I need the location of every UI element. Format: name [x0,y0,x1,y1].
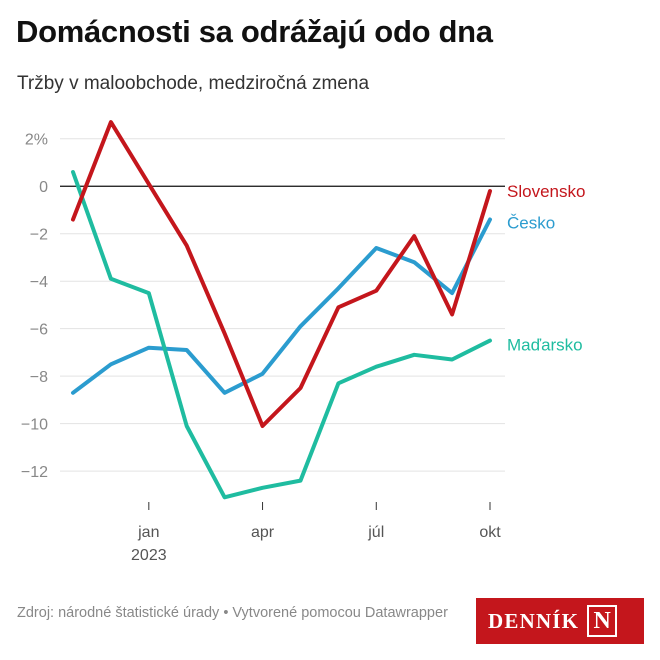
x-tick-year-label: 2023 [131,547,167,564]
series-line-slovensko [71,120,492,428]
x-tick-label: apr [251,524,275,541]
x-axis-ticks: jan 2023 apr júl okt [131,502,501,564]
x-tick-label: okt [479,524,501,541]
line-chart: 2% 0 −2 −4 −6 −8 −10 −12 jan 2023 apr júl okt Česko… [21,120,585,564]
series-label-slovensko: Slovensko [507,182,585,201]
y-tick-label: −6 [30,322,48,339]
y-tick-label: −2 [30,227,48,244]
series-labels: Česko Maďarsko Slovensko [507,182,585,355]
x-tick-label: júl [367,524,384,541]
dennik-n-logo[interactable]: DENNÍK N [476,598,644,644]
y-tick-label: −8 [30,369,48,386]
y-tick-label: −4 [30,274,48,291]
chart-title: Domácnosti sa odrážajú odo dna [16,14,493,49]
chart-subtitle: Tržby v maloobchode, medziročná zmena [17,73,370,94]
logo-n-mark: N [587,605,618,637]
series-lines [71,120,492,500]
series-line-madarsko [71,170,492,500]
series-label-cesko: Česko [507,213,555,232]
series-line-cesko [71,217,492,395]
y-tick-label: 2% [25,132,48,149]
y-axis-ticks: 2% 0 −2 −4 −6 −8 −10 −12 [21,132,48,481]
source-note: Zdroj: národné štatistické úrady • Vytvo… [17,605,448,621]
series-label-madarsko: Maďarsko [507,336,583,355]
gridlines [60,138,505,472]
y-tick-label: −12 [21,464,48,481]
logo-text: DENNÍK [488,608,580,633]
y-tick-label: −10 [21,417,48,434]
x-tick-label: jan [137,524,159,541]
y-tick-label: 0 [39,179,48,196]
